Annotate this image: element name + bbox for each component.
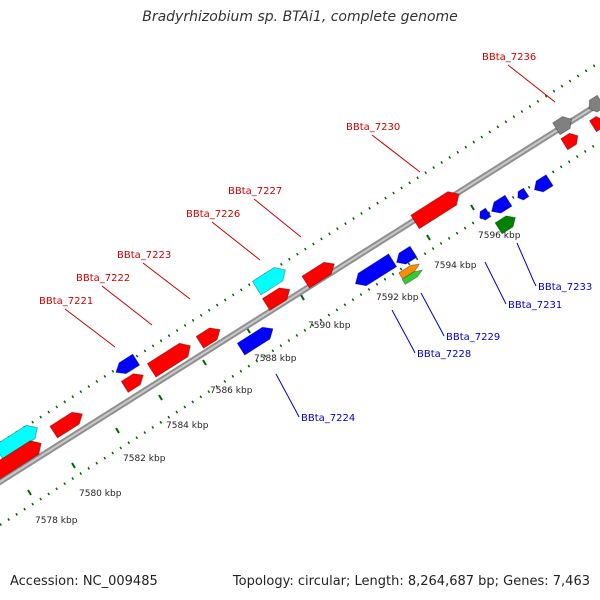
rna-feature <box>251 266 286 296</box>
label-leader-line <box>507 64 556 103</box>
genome-backbone <box>0 99 600 486</box>
reverse-gene <box>491 194 513 214</box>
gene-label-forward: BBta_7223 <box>117 250 171 261</box>
scale-tick <box>470 204 475 211</box>
forward-gene <box>560 132 579 151</box>
forward-gene <box>120 373 144 393</box>
outer-dotted-line <box>0 60 600 445</box>
gene-label-forward: BBta_7227 <box>228 186 282 197</box>
gene-label-forward: BBta_7226 <box>186 209 240 220</box>
inner-dotted-line <box>0 140 600 527</box>
forward-gene <box>588 116 600 133</box>
scale-tick-label: 7590 kbp <box>308 321 351 331</box>
gene-label-reverse: BBta_7231 <box>508 300 562 311</box>
reverse-gene <box>533 174 554 193</box>
backbone-highlight <box>0 101 600 484</box>
scale-ticks: 7578 kbp 7580 kbp 7582 kbp 7584 kbp 7586 kbp… <box>27 204 521 526</box>
scale-tick-label: 7578 kbp <box>35 516 78 526</box>
genome-summary-text: Topology: circular; Length: 8,264,687 bp… <box>232 574 590 589</box>
gene-label-forward: BBta_7222 <box>76 273 130 284</box>
label-leader-line <box>275 373 300 418</box>
scale-tick <box>115 427 120 434</box>
gene-label-reverse: BBta_7228 <box>417 349 471 360</box>
label-leader-line <box>371 134 421 173</box>
label-leader-line <box>101 285 153 326</box>
scale-tick-label: 7586 kbp <box>210 386 253 396</box>
scale-tick <box>426 234 431 241</box>
label-leader-line <box>211 221 261 261</box>
gene-labels: BBta_7221 BBta_7222 BBta_7223 BBta_7226 BBta… <box>39 52 592 424</box>
reverse-gene <box>479 207 492 221</box>
reverse-gene <box>396 245 418 265</box>
label-leader-line <box>420 292 445 337</box>
label-leader-line <box>484 261 507 305</box>
other-feature <box>398 263 421 280</box>
scale-tick-label: 7592 kbp <box>376 293 419 303</box>
other-feature <box>401 269 424 285</box>
scale-tick-label: 7596 kbp <box>478 231 521 241</box>
pseudo-feature <box>588 94 600 113</box>
gene-label-forward: BBta_7221 <box>39 296 93 307</box>
gene-label-reverse: BBta_7233 <box>538 282 592 293</box>
scale-tick <box>158 394 163 401</box>
scale-tick <box>71 462 76 469</box>
scale-tick-label: 7588 kbp <box>254 354 297 364</box>
scale-tick <box>27 489 32 496</box>
label-leader-line <box>142 262 191 300</box>
other-feature <box>494 215 516 235</box>
scale-tick-label: 7584 kbp <box>166 421 209 431</box>
reverse-gene <box>115 353 141 375</box>
label-leader-line <box>516 242 537 287</box>
gene-features <box>0 94 600 480</box>
forward-gene <box>301 261 335 289</box>
forward-gene <box>195 327 221 349</box>
reverse-gene <box>354 253 398 287</box>
pseudo-feature <box>552 116 573 136</box>
reverse-gene <box>517 187 530 201</box>
scale-tick-label: 7594 kbp <box>434 261 477 271</box>
scale-tick <box>202 359 207 366</box>
label-leader-line <box>64 308 116 348</box>
gene-label-reverse: BBta_7229 <box>446 332 500 343</box>
map-title: Bradyrhizobium sp. BTAi1, complete genom… <box>142 9 458 25</box>
label-leader-line <box>253 198 302 238</box>
forward-gene <box>261 287 291 311</box>
gene-label-forward: BBta_7236 <box>482 52 536 63</box>
rna-feature <box>0 424 38 460</box>
gene-label-reverse: BBta_7224 <box>301 413 355 424</box>
forward-gene <box>49 411 83 439</box>
accession-text: Accession: NC_009485 <box>10 574 158 589</box>
forward-gene <box>0 440 42 480</box>
scale-tick-label: 7580 kbp <box>79 489 122 499</box>
forward-gene <box>146 342 191 378</box>
scale-tick <box>300 294 305 301</box>
forward-gene <box>410 191 460 230</box>
reverse-gene <box>236 326 274 356</box>
gene-label-forward: BBta_7230 <box>346 122 400 133</box>
label-leader-lines <box>64 64 556 418</box>
scale-tick-label: 7582 kbp <box>123 454 166 464</box>
label-leader-line <box>391 309 416 354</box>
